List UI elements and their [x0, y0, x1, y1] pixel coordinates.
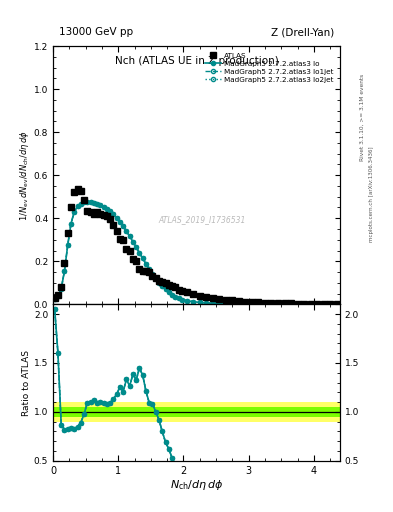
Y-axis label: $1/N_{\rm ev}\,dN_{\rm ev}/dN_{\rm ch}/d\eta\,d\phi$: $1/N_{\rm ev}\,dN_{\rm ev}/dN_{\rm ch}/d… [18, 130, 31, 221]
Text: 13000 GeV pp: 13000 GeV pp [59, 27, 133, 37]
X-axis label: $N_{\rm ch}/d\eta\,d\phi$: $N_{\rm ch}/d\eta\,d\phi$ [170, 478, 223, 493]
Text: mcplots.cern.ch [arXiv:1306.3436]: mcplots.cern.ch [arXiv:1306.3436] [369, 147, 374, 242]
Text: ATLAS_2019_I1736531: ATLAS_2019_I1736531 [158, 215, 246, 224]
Text: Nch (ATLAS UE in Z production): Nch (ATLAS UE in Z production) [115, 56, 278, 67]
Y-axis label: Ratio to ATLAS: Ratio to ATLAS [22, 350, 31, 416]
Legend: ATLAS, MadGraph5 2.7.2.atlas3 lo, MadGraph5 2.7.2.atlas3 lo1jet, MadGraph5 2.7.2: ATLAS, MadGraph5 2.7.2.atlas3 lo, MadGra… [202, 50, 336, 86]
Text: Z (Drell-Yan): Z (Drell-Yan) [271, 27, 334, 37]
Text: Rivet 3.1.10, >= 3.1M events: Rivet 3.1.10, >= 3.1M events [360, 74, 365, 161]
